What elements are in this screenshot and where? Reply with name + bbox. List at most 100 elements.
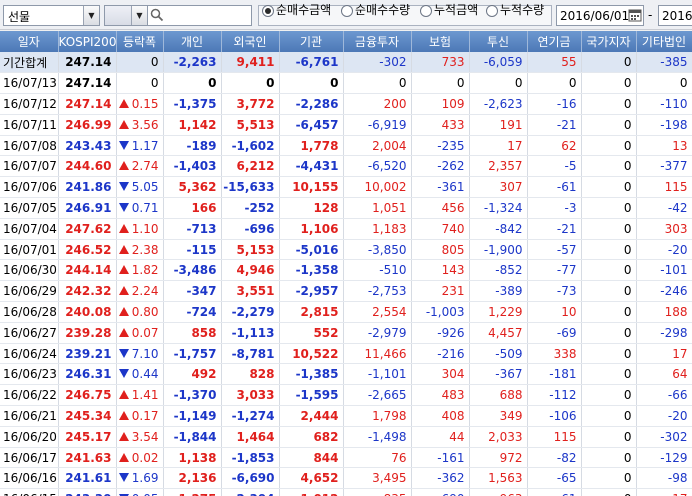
table-row[interactable]: 16/06/24 239.21 7.10 -1,757 -8,781 10,522 11,4… bbox=[0, 343, 692, 365]
insurance-cell: 483 bbox=[411, 384, 470, 407]
table-row[interactable]: 16/06/29 242.32 2.24 -347 3,551 -2,957 -2,753 2… bbox=[0, 280, 692, 303]
change-value: 2.24 bbox=[131, 284, 159, 299]
insurance-cell: 805 bbox=[411, 239, 470, 261]
table-row[interactable]: 16/07/13 247.14 0 0 0 0 0 0 0 0 0 0 bbox=[0, 72, 692, 95]
table-row[interactable]: 16/07/07 244.60 2.74 -1,403 6,212 -4,431 -6,52… bbox=[0, 155, 692, 178]
calendar-icon[interactable] bbox=[628, 8, 642, 22]
financial-investment-cell: -6,919 bbox=[343, 114, 412, 136]
change-value: 0 bbox=[150, 76, 159, 91]
change-cell: 0.80 bbox=[116, 301, 164, 323]
radio-button-icon[interactable] bbox=[341, 5, 353, 17]
institution-cell: 1,012 bbox=[279, 488, 344, 496]
column-header[interactable]: 일자 bbox=[0, 31, 59, 52]
table-row[interactable]: 16/06/27 239.28 0.07 858 -1,113 552 -2,979 -926… bbox=[0, 322, 692, 344]
period-total-row[interactable]: 기간합계 247.14 0 -2,263 9,411 -6,761 -302 733 -6,05… bbox=[0, 52, 692, 74]
kospi200-cell: 246.91 bbox=[58, 197, 117, 219]
foreign-cell: -1,602 bbox=[221, 135, 280, 157]
radio-button-icon[interactable] bbox=[486, 5, 498, 17]
column-header[interactable]: 기관 bbox=[279, 31, 344, 52]
kospi200-cell: 246.52 bbox=[58, 239, 117, 261]
pension-cell: -77 bbox=[527, 259, 582, 282]
column-header[interactable]: 기타법인 bbox=[636, 31, 692, 52]
kospi200-cell: 245.17 bbox=[58, 426, 117, 448]
chevron-down-icon[interactable]: ▼ bbox=[131, 6, 147, 25]
table-row[interactable]: 16/06/22 246.75 1.41 -1,370 3,033 -1,595 -2,66… bbox=[0, 384, 692, 407]
financial-investment-cell: 835 bbox=[343, 488, 412, 496]
date-cell: 16/07/06 bbox=[0, 176, 59, 199]
change-value: 7.10 bbox=[131, 346, 159, 361]
triangle-up-icon bbox=[118, 286, 129, 296]
table-row[interactable]: 16/07/06 241.86 5.05 5,362 -15,633 10,155 10,0… bbox=[0, 176, 692, 199]
date-cell: 16/06/20 bbox=[0, 426, 59, 448]
pension-cell: -57 bbox=[527, 239, 582, 261]
change-value: 3.54 bbox=[131, 429, 159, 444]
search-input[interactable] bbox=[148, 5, 252, 26]
column-header[interactable]: 외국인 bbox=[221, 31, 280, 52]
date-cell: 16/06/23 bbox=[0, 363, 59, 386]
column-header[interactable]: 국가지자 bbox=[581, 31, 637, 52]
end-date-field[interactable]: 2016/ bbox=[658, 5, 692, 26]
institution-cell: 1,778 bbox=[279, 135, 344, 157]
column-header[interactable]: 등락폭 bbox=[116, 31, 164, 52]
table-row[interactable]: 16/07/01 246.52 2.38 -115 5,153 -5,016 -3,850 8… bbox=[0, 239, 692, 261]
table-row[interactable]: 16/06/21 245.34 0.17 -1,149 -1,274 2,444 1,798… bbox=[0, 405, 692, 427]
table-row[interactable]: 16/06/28 240.08 0.80 -724 -2,279 2,815 2,554 -1… bbox=[0, 301, 692, 323]
code-select[interactable]: ▼ bbox=[104, 5, 148, 26]
table-row[interactable]: 16/06/15243.30 0.05 1,275-2,3041,012835-69… bbox=[0, 488, 692, 496]
government-cell: 0 bbox=[581, 259, 637, 282]
government-cell: 0 bbox=[581, 363, 637, 386]
change-value: 1.10 bbox=[131, 221, 159, 236]
market-select[interactable]: 선물 ▼ bbox=[3, 5, 100, 26]
triangle-down-icon bbox=[118, 494, 129, 496]
financial-investment-cell: 200 bbox=[343, 93, 412, 115]
table-row[interactable]: 16/06/20 245.17 3.54 -1,844 1,464 682 -1,498 44… bbox=[0, 426, 692, 448]
column-header[interactable]: 개인 bbox=[163, 31, 222, 52]
other-corp-cell: 303 bbox=[636, 218, 692, 240]
individual-cell: -3,486 bbox=[163, 259, 222, 282]
insurance-cell: 231 bbox=[411, 280, 470, 303]
financial-investment-cell: -3,850 bbox=[343, 239, 412, 261]
mode-radio-label: 누적금액 bbox=[434, 3, 479, 17]
radio-button-icon[interactable] bbox=[262, 5, 274, 17]
other-corp-cell: -246 bbox=[636, 280, 692, 303]
foreign-cell: -15,633 bbox=[221, 176, 280, 199]
government-cell: 0 bbox=[581, 218, 637, 240]
change-cell: 3.54 bbox=[116, 426, 164, 448]
pension-cell: 10 bbox=[527, 301, 582, 323]
table-row[interactable]: 16/06/17 241.63 0.02 1,138 -1,853 844 76 -161 97… bbox=[0, 447, 692, 469]
column-header[interactable]: 투신 bbox=[469, 31, 528, 52]
institution-cell: -4,431 bbox=[279, 155, 344, 178]
pension-cell: -21 bbox=[527, 218, 582, 240]
column-header[interactable]: 보험 bbox=[411, 31, 470, 52]
table-row[interactable]: 16/06/23 246.31 0.44 492 828 -1,385 -1,101 304-… bbox=[0, 363, 692, 386]
individual-cell: -724 bbox=[163, 301, 222, 323]
table-row[interactable]: 16/07/11 246.99 3.56 1,142 5,513 -6,457 -6,919… bbox=[0, 114, 692, 136]
table-row[interactable]: 16/07/12 247.14 0.15 -1,375 3,772 -2,286 200 10… bbox=[0, 93, 692, 115]
column-header[interactable]: 연기금 bbox=[527, 31, 582, 52]
chevron-down-icon[interactable]: ▼ bbox=[83, 6, 99, 25]
table-row[interactable]: 16/07/08 243.43 1.17 -189 -1,602 1,778 2,004 -2… bbox=[0, 135, 692, 157]
kospi200-cell: 242.32 bbox=[58, 280, 117, 303]
other-corp-cell: 13 bbox=[636, 135, 692, 157]
table-row[interactable]: 16/06/30 244.14 1.82 -3,486 4,946 -1,358 -510 1… bbox=[0, 259, 692, 282]
table-row[interactable]: 16/07/05 246.91 0.71 166 -252 128 1,051 456 -1,3… bbox=[0, 197, 692, 219]
table-row[interactable]: 16/07/04 247.62 1.10 -713 -696 1,106 1,183 740-… bbox=[0, 218, 692, 240]
column-header[interactable]: 금융투자 bbox=[343, 31, 412, 52]
kospi200-cell: 246.75 bbox=[58, 384, 117, 407]
financial-investment-cell: -2,979 bbox=[343, 322, 412, 344]
table-row[interactable]: 16/06/16 241.61 1.69 2,136 -6,690 4,652 3,495-… bbox=[0, 467, 692, 490]
government-cell: 0 bbox=[581, 239, 637, 261]
other-corp-cell: -129 bbox=[636, 447, 692, 469]
individual-cell: -1,370 bbox=[163, 384, 222, 407]
change-value: 3.56 bbox=[131, 117, 159, 132]
financial-investment-cell: 11,466 bbox=[343, 343, 412, 365]
date-cell: 16/06/16 bbox=[0, 467, 59, 490]
radio-button-icon[interactable] bbox=[420, 5, 432, 17]
foreign-cell: -2,304 bbox=[221, 488, 280, 496]
column-header[interactable]: KOSPI200 bbox=[58, 31, 117, 52]
other-corp-cell: -101 bbox=[636, 259, 692, 282]
search-icon[interactable] bbox=[150, 8, 164, 22]
change-cell: 5.05 bbox=[116, 176, 164, 199]
individual-cell: -189 bbox=[163, 135, 222, 157]
start-date-field[interactable]: 2016/06/01 bbox=[556, 5, 644, 26]
